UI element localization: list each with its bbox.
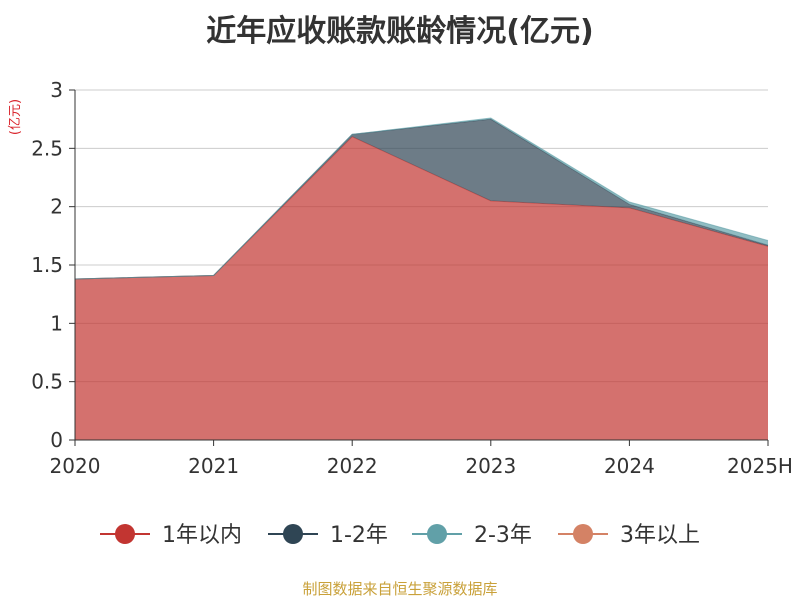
x-tick-label: 2024 [604, 454, 655, 478]
legend-marker [115, 524, 135, 544]
axes: 0 0.5 1 1.5 2 2.5 3 (亿元) 2020 2021 2022 2023 2024 202… [8, 78, 793, 478]
y-tick-label: 2 [50, 195, 63, 219]
legend-item-2[interactable]: 2-3年 [412, 523, 532, 548]
x-tick-label: 2025H [727, 454, 793, 478]
y-tick-label: 1 [50, 311, 63, 335]
legend-label: 3年以上 [620, 523, 700, 548]
legend-marker [573, 524, 593, 544]
y-axis-label: (亿元) [8, 99, 23, 135]
y-tick-label: 1.5 [31, 253, 63, 277]
y-tick-label: 3 [50, 78, 63, 102]
area-series [74, 117, 769, 440]
x-tick-label: 2021 [188, 454, 239, 478]
legend-marker [283, 524, 303, 544]
x-tick-label: 2022 [327, 454, 378, 478]
chart-title: 近年应收账款账龄情况(亿元) [206, 14, 594, 49]
legend-marker [427, 524, 447, 544]
source-note: 制图数据来自恒生聚源数据库 [302, 580, 498, 598]
legend-label: 1-2年 [330, 523, 388, 548]
y-tick-label: 0.5 [31, 370, 63, 394]
legend-item-3[interactable]: 3年以上 [558, 523, 700, 548]
series-line-2 [74, 117, 769, 280]
y-tick-label: 0 [50, 428, 63, 452]
legend-label: 1年以内 [162, 523, 242, 548]
legend-item-0[interactable]: 1年以内 [100, 523, 242, 548]
x-tick-label: 2020 [50, 454, 101, 478]
area-0 [75, 136, 768, 440]
x-tick-label: 2023 [465, 454, 516, 478]
legend-label: 2-3年 [474, 523, 532, 548]
area-1 [75, 119, 768, 280]
y-tick-label: 2.5 [31, 136, 63, 160]
legend[interactable]: 1年以内 1-2年 2-3年 3年以上 [100, 523, 700, 548]
legend-item-1[interactable]: 1-2年 [268, 523, 388, 548]
